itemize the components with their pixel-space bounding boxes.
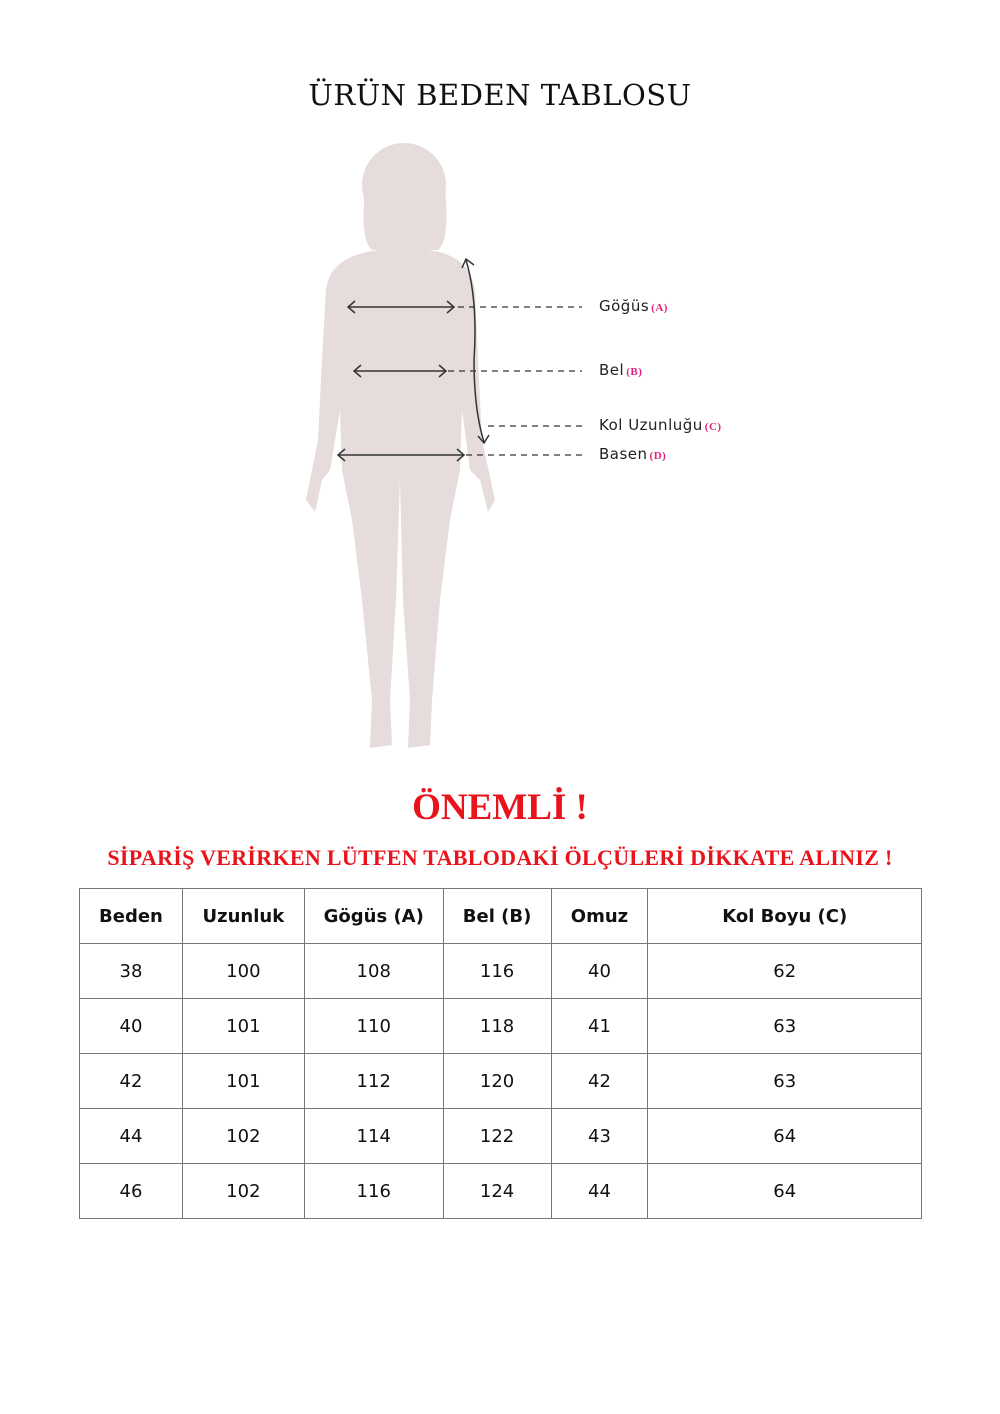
table-cell: 108 — [303, 943, 444, 999]
table-cell: 100 — [181, 943, 305, 999]
header-cell: Omuz — [550, 888, 649, 944]
table-cell: 44 — [550, 1163, 649, 1219]
table-cell: 46 — [79, 1163, 183, 1219]
table-row: 40 101 110 118 41 63 — [79, 998, 922, 1054]
table-cell: 122 — [442, 1108, 552, 1164]
table-cell: 110 — [303, 998, 444, 1054]
table-cell: 116 — [442, 943, 552, 999]
table-cell: 120 — [442, 1053, 552, 1109]
label-key: (D) — [649, 450, 667, 462]
important-heading: ÖNEMLİ ! — [412, 787, 588, 828]
table-cell: 101 — [181, 1053, 305, 1109]
guide-lines — [448, 306, 584, 456]
label-text: Kol Uzunluğu — [599, 416, 703, 434]
header-cell: Beden — [79, 888, 183, 944]
table-cell: 118 — [442, 998, 552, 1054]
table-cell: 114 — [303, 1108, 444, 1164]
table-cell: 102 — [181, 1163, 305, 1219]
table-cell: 40 — [550, 943, 649, 999]
table-row: 42 101 112 120 42 63 — [79, 1053, 922, 1109]
label-waist: Bel (B) — [599, 361, 642, 379]
table-cell: 64 — [647, 1108, 922, 1164]
order-note: SİPARİŞ VERİRKEN LÜTFEN TABLODAKİ ÖLÇÜLE… — [107, 845, 893, 870]
table-row: 44 102 114 122 43 64 — [79, 1108, 922, 1164]
table-cell: 102 — [181, 1108, 305, 1164]
table-cell: 38 — [79, 943, 183, 999]
table-cell: 116 — [303, 1163, 444, 1219]
table-row: 38 100 108 116 40 62 — [79, 943, 922, 999]
table-cell: 101 — [181, 998, 305, 1054]
header-cell: Bel (B) — [442, 888, 552, 944]
table-cell: 63 — [647, 1053, 922, 1109]
table-cell: 41 — [550, 998, 649, 1054]
label-key: (C) — [704, 421, 722, 433]
label-key: (B) — [626, 366, 643, 378]
table-row: 46 102 116 124 44 64 — [79, 1163, 922, 1219]
table-cell: 63 — [647, 998, 922, 1054]
table-cell: 40 — [79, 998, 183, 1054]
header-cell: Kol Boyu (C) — [647, 888, 922, 944]
label-sleeve: Kol Uzunluğu (C) — [599, 416, 722, 434]
table-cell: 43 — [550, 1108, 649, 1164]
page-title: ÜRÜN BEDEN TABLOSU — [308, 78, 692, 112]
table-cell: 112 — [303, 1053, 444, 1109]
table-cell: 62 — [647, 943, 922, 999]
table-cell: 44 — [79, 1108, 183, 1164]
label-text: Bel — [599, 361, 625, 379]
size-table: Beden Uzunluk Gögüs (A) Bel (B) Omuz Kol… — [79, 888, 922, 1219]
label-text: Göğüs — [599, 297, 650, 315]
table-cell: 42 — [550, 1053, 649, 1109]
table-cell: 42 — [79, 1053, 183, 1109]
header-cell: Uzunluk — [181, 888, 305, 944]
table-header-row: Beden Uzunluk Gögüs (A) Bel (B) Omuz Kol… — [79, 888, 922, 944]
label-text: Basen — [599, 445, 648, 463]
table-cell: 124 — [442, 1163, 552, 1219]
header-cell: Gögüs (A) — [303, 888, 444, 944]
body-silhouette-diagram — [306, 143, 584, 748]
label-key: (A) — [651, 302, 668, 314]
label-chest: Göğüs (A) — [599, 297, 668, 315]
table-cell: 64 — [647, 1163, 922, 1219]
body-silhouette — [306, 143, 495, 748]
sleeve-arrow — [465, 259, 485, 443]
label-hip: Basen (D) — [599, 445, 666, 463]
